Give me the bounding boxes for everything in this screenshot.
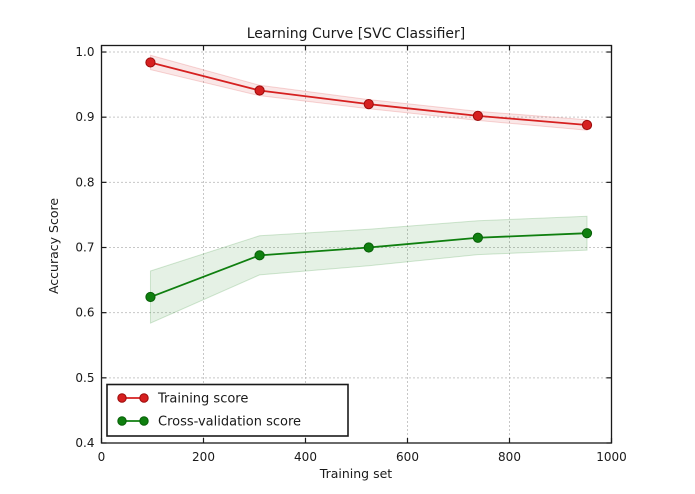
data-point — [472, 110, 483, 121]
data-point — [145, 57, 156, 68]
confidence-bands — [149, 54, 588, 324]
legend-label: Training score — [157, 392, 248, 407]
y-tick-label: 0.7 — [75, 241, 94, 255]
data-point — [254, 85, 265, 96]
data-point — [581, 228, 593, 239]
data-point — [363, 242, 374, 253]
data-point — [145, 291, 156, 303]
gridlines — [101, 45, 612, 443]
y-tick-label: 0.5 — [75, 371, 94, 385]
x-tick-label: 0 — [98, 450, 106, 464]
x-tick-label: 600 — [396, 450, 419, 464]
x-tick-label: 400 — [294, 450, 317, 464]
chart-title: Learning Curve [SVC Classifier] — [247, 26, 466, 42]
x-tick-label: 800 — [498, 450, 521, 464]
legend-marker — [139, 416, 149, 426]
legend-label: Cross-validation score — [158, 415, 301, 430]
axis-ticks — [100, 45, 613, 444]
x-tick-label: 200 — [192, 450, 215, 464]
y-tick-label: 0.8 — [75, 175, 94, 189]
legend: Training score Cross-validation score — [106, 383, 349, 437]
tick-labels: 0 200 400 600 800 1000 0.4 0.5 0.6 0.7 0.8 0.9 1.0 — [75, 45, 626, 464]
data-point — [581, 119, 593, 131]
y-tick-label: 0.4 — [75, 436, 94, 450]
x-tick-label: 1000 — [596, 450, 627, 464]
data-series — [145, 57, 593, 303]
y-tick-label: 1.0 — [75, 45, 94, 59]
y-axis-label: Accuracy Score — [46, 198, 61, 294]
confidence-band — [149, 215, 588, 324]
legend-box — [106, 383, 349, 437]
data-point — [472, 232, 483, 243]
legend-marker — [117, 416, 127, 426]
data-point — [363, 99, 374, 110]
y-tick-label: 0.6 — [75, 306, 94, 320]
x-axis-label: Training set — [319, 466, 392, 481]
y-tick-label: 0.9 — [75, 110, 94, 124]
legend-marker — [117, 393, 127, 403]
legend-marker — [139, 393, 149, 403]
plot-frame — [100, 44, 613, 444]
data-point — [254, 250, 265, 261]
